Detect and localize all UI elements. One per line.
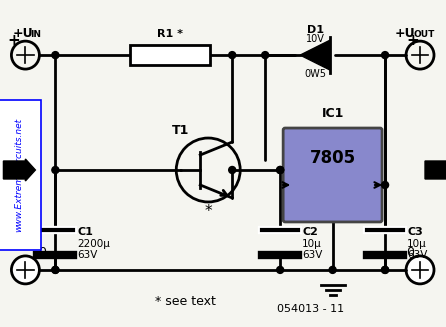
Circle shape	[52, 267, 59, 273]
Text: OUT: OUT	[413, 30, 434, 39]
Circle shape	[277, 166, 284, 174]
Text: T1: T1	[172, 124, 189, 137]
Circle shape	[229, 52, 235, 59]
Circle shape	[382, 52, 388, 59]
Text: 0W5: 0W5	[304, 69, 326, 79]
Text: 054013 - 11: 054013 - 11	[277, 304, 344, 314]
Text: +: +	[406, 33, 419, 48]
Text: 63V: 63V	[77, 250, 98, 260]
Circle shape	[382, 267, 388, 273]
Circle shape	[406, 256, 434, 284]
Text: *: *	[204, 204, 212, 219]
FancyArrow shape	[4, 159, 35, 181]
Circle shape	[277, 267, 284, 273]
Circle shape	[382, 181, 388, 188]
FancyArrow shape	[425, 159, 446, 181]
Text: +U: +U	[12, 27, 33, 40]
Text: 0: 0	[38, 246, 46, 259]
Text: D1: D1	[306, 25, 324, 35]
Circle shape	[262, 52, 268, 59]
Text: IC1: IC1	[322, 107, 344, 120]
Text: 10μ: 10μ	[302, 239, 322, 249]
Text: 0: 0	[406, 246, 414, 259]
Text: 2200μ: 2200μ	[77, 239, 110, 249]
Text: C2: C2	[302, 227, 318, 237]
Text: +: +	[8, 33, 20, 48]
Circle shape	[277, 166, 284, 174]
Text: 10V: 10V	[306, 34, 325, 44]
Text: 63V: 63V	[407, 250, 427, 260]
Polygon shape	[300, 40, 330, 70]
Circle shape	[52, 166, 59, 174]
Circle shape	[12, 256, 39, 284]
Text: C1: C1	[77, 227, 93, 237]
Text: 63V: 63V	[302, 250, 322, 260]
Text: 10μ: 10μ	[407, 239, 427, 249]
Text: R1 *: R1 *	[157, 29, 183, 39]
Circle shape	[52, 52, 59, 59]
Text: * see text: * see text	[155, 295, 216, 308]
Circle shape	[52, 267, 59, 273]
Circle shape	[229, 166, 235, 174]
Circle shape	[329, 267, 336, 273]
Text: +U: +U	[395, 27, 416, 40]
Circle shape	[382, 267, 388, 273]
FancyBboxPatch shape	[283, 128, 382, 222]
Text: IN: IN	[30, 30, 41, 39]
Text: www.ExtremeCircuits.net: www.ExtremeCircuits.net	[14, 118, 23, 232]
Text: 7805: 7805	[310, 149, 355, 167]
Bar	[130, 45, 210, 65]
Text: C3: C3	[407, 227, 423, 237]
